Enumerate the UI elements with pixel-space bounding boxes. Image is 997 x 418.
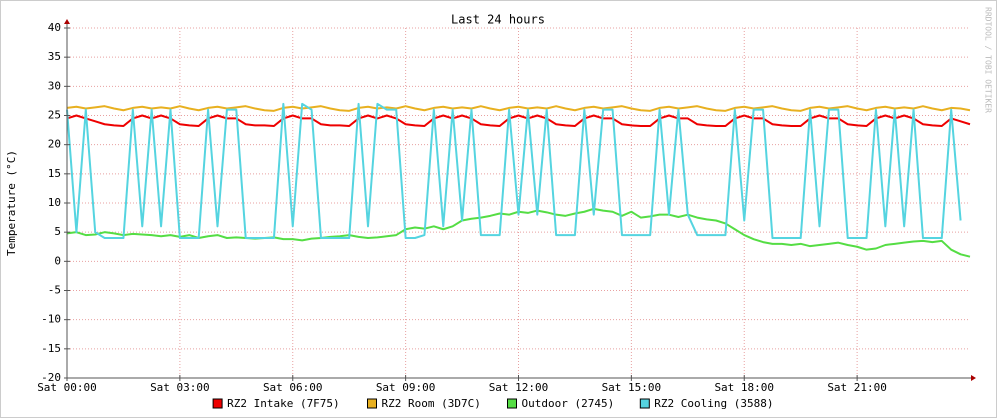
x-tick-label: Sat 09:00 bbox=[376, 381, 436, 394]
y-tick-label: 30 bbox=[48, 79, 61, 92]
series-line bbox=[66, 105, 971, 112]
x-tick-label: Sat 15:00 bbox=[602, 381, 662, 394]
y-tick-label: -20 bbox=[41, 371, 61, 384]
plot bbox=[66, 102, 971, 258]
legend-swatch bbox=[367, 398, 377, 409]
legend-label: Outdoor (2745) bbox=[522, 397, 615, 410]
x-tick-label: Sat 21:00 bbox=[827, 381, 887, 394]
series-line bbox=[66, 102, 962, 239]
y-tick-label: 20 bbox=[48, 138, 61, 151]
y-arrow bbox=[64, 19, 70, 24]
legend-label: RZ2 Cooling (3588) bbox=[654, 397, 773, 410]
legend-swatch bbox=[212, 398, 223, 409]
x-tick-label: Sat 12:00 bbox=[489, 381, 549, 394]
y-axis-label: Temperature (°C) bbox=[5, 150, 18, 256]
legend-label: RZ2 Intake (7F75) bbox=[227, 397, 340, 410]
watermark: RRDTOOL / TOBI OETIKER bbox=[984, 7, 993, 113]
y-tick-label: 5 bbox=[54, 225, 61, 238]
y-tick-label: -15 bbox=[41, 342, 61, 355]
x-tick-label: Sat 00:00 bbox=[37, 381, 97, 394]
y-tick-label: 15 bbox=[48, 167, 61, 180]
y-tick-label: 40 bbox=[48, 21, 61, 34]
y-tick-label: 35 bbox=[48, 50, 61, 63]
x-tick-label: Sat 06:00 bbox=[263, 381, 323, 394]
legend: RZ2 Intake (7F75) RZ2 Room (3D7C) Outdoor … bbox=[212, 397, 774, 410]
y-tick-label: 10 bbox=[48, 196, 61, 209]
y-tick-label: -10 bbox=[41, 313, 61, 326]
legend-swatch bbox=[507, 398, 517, 409]
x-tick-label: Sat 18:00 bbox=[714, 381, 774, 394]
y-tick-label: -5 bbox=[48, 284, 61, 297]
y-tick-label: 0 bbox=[54, 254, 61, 267]
y-tick-label: 25 bbox=[48, 109, 61, 122]
x-arrow bbox=[971, 375, 976, 381]
legend-label: RZ2 Room (3D7C) bbox=[382, 397, 481, 410]
legend-swatch bbox=[639, 398, 650, 409]
series-line bbox=[66, 114, 971, 127]
chart-title: Last 24 hours bbox=[451, 13, 545, 27]
axes: -20 -15 -10 -5 0 5 10 15 20 25 30 35 40 Sat 00:00 Sat … bbox=[37, 19, 976, 394]
x-tick-label: Sat 03:00 bbox=[150, 381, 210, 394]
